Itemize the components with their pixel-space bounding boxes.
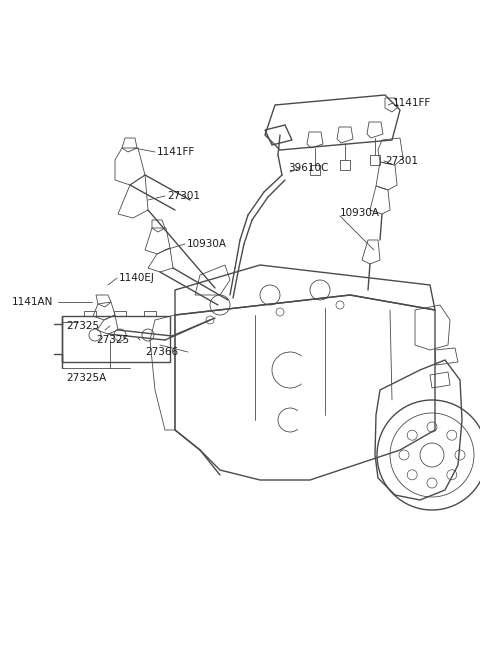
- Text: 27325A: 27325A: [66, 373, 106, 383]
- Text: 27301: 27301: [167, 191, 200, 201]
- Text: 10930A: 10930A: [187, 239, 227, 249]
- Text: 1141AN: 1141AN: [12, 297, 53, 307]
- Text: 27366: 27366: [145, 347, 178, 357]
- Text: 10930A: 10930A: [340, 208, 380, 218]
- Text: 39610C: 39610C: [288, 163, 328, 173]
- Text: 1141FF: 1141FF: [157, 147, 195, 157]
- Text: 27325: 27325: [96, 335, 129, 345]
- Text: 1141FF: 1141FF: [393, 98, 431, 108]
- Text: 27301: 27301: [385, 156, 418, 166]
- Text: 27325: 27325: [66, 321, 99, 331]
- Text: 1140EJ: 1140EJ: [119, 273, 155, 283]
